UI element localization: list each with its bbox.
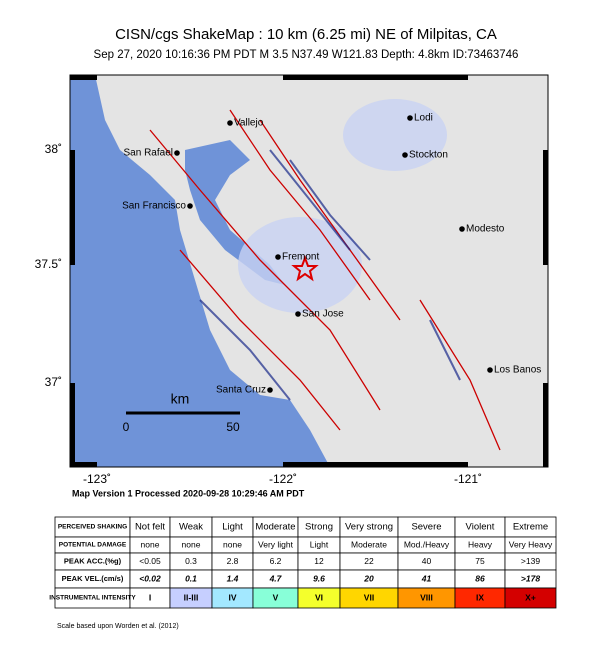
subtitle: Sep 27, 2020 10:16:36 PM PDT M 3.5 N37.4…	[94, 49, 519, 61]
table-value: Moderate	[351, 539, 387, 549]
table-value: Severe	[411, 522, 441, 533]
table-value: 75	[475, 556, 485, 566]
table-value: Very light	[258, 539, 294, 549]
table-value: 20	[363, 573, 374, 583]
shaking-area	[343, 99, 447, 171]
city-dot	[487, 367, 493, 373]
table-value: 9.6	[313, 573, 325, 583]
table-value: 86	[475, 573, 485, 583]
table-value: IV	[228, 592, 236, 602]
row-header: INSTRUMENTAL INTENSITY	[49, 595, 136, 602]
city-dot	[174, 150, 180, 156]
table-value: Weak	[179, 522, 203, 533]
city-label: San Francisco	[122, 201, 186, 212]
scale-unit: km	[171, 391, 190, 407]
lon-label: -121˚	[454, 472, 482, 486]
table-value: <0.02	[139, 573, 161, 583]
table-value: Strong	[305, 522, 333, 533]
table-value: 0.3	[185, 556, 197, 566]
lat-label: 37.5˚	[35, 257, 62, 271]
table-value: >139	[521, 556, 540, 566]
ocean	[70, 75, 330, 467]
table-value: 1.4	[227, 573, 239, 583]
city-dot	[407, 115, 413, 121]
table-value: Heavy	[468, 539, 493, 549]
city-label: Los Banos	[494, 365, 541, 376]
row-header: PEAK VEL.(cm/s)	[62, 574, 124, 583]
bay	[185, 140, 285, 285]
table-value: VI	[315, 592, 323, 602]
row-header: PEAK ACC.(%g)	[64, 556, 122, 565]
terrain	[199, 149, 461, 401]
city-label: San Jose	[302, 309, 344, 320]
lat-label: 38˚	[45, 142, 62, 156]
table-value: 40	[422, 556, 432, 566]
table-value: II-III	[184, 592, 199, 602]
processed-note: Map Version 1 Processed 2020-09-28 10:29…	[72, 488, 305, 498]
table-value: Light	[310, 539, 329, 549]
row-header: PERCEIVED SHAKING	[58, 524, 127, 531]
frame-bars	[70, 75, 548, 467]
city-dot	[295, 311, 301, 317]
table-value: <0.05	[139, 556, 161, 566]
table-value: >178	[521, 573, 540, 583]
city-label: Lodi	[414, 113, 433, 124]
table-value: 41	[421, 573, 432, 583]
table-value: Mod./Heavy	[404, 539, 450, 549]
city-dot	[275, 254, 281, 260]
footer: Scale based upon Worden et al. (2012)	[57, 623, 179, 630]
table-value: VIII	[420, 592, 433, 602]
table-value: Very strong	[345, 522, 393, 533]
table-value: VII	[364, 592, 374, 602]
city-label: Modesto	[466, 224, 505, 235]
city-label: Fremont	[282, 252, 319, 263]
table-value: none	[223, 539, 242, 549]
table-value: V	[273, 592, 279, 602]
table-value: Extreme	[513, 522, 548, 533]
table-value: Violent	[466, 522, 495, 533]
table-value: Not felt	[135, 522, 165, 533]
city-label: Santa Cruz	[216, 385, 266, 396]
scale-start: 0	[123, 420, 130, 434]
table-value: IX	[476, 592, 484, 602]
row-header: POTENTIAL DAMAGE	[59, 542, 127, 549]
lat-label: 37˚	[45, 375, 62, 389]
table-value: Very Heavy	[509, 539, 553, 549]
lon-label: -122˚	[269, 472, 297, 486]
epicenter	[291, 255, 319, 282]
table-value: none	[182, 539, 201, 549]
scale-end: 50	[226, 420, 240, 434]
city-label: Vallejo	[234, 118, 264, 129]
table-value: 0.1	[185, 573, 197, 583]
map: km 0 50	[69, 74, 549, 468]
table-value: X+	[525, 592, 536, 602]
table-value: 2.8	[227, 556, 239, 566]
table-value: Moderate	[255, 522, 295, 533]
city-label: Stockton	[409, 150, 448, 161]
city-dot	[227, 120, 233, 126]
city-dot	[267, 387, 273, 393]
table-value: 12	[314, 556, 324, 566]
table-value: 22	[364, 556, 374, 566]
table-value: I	[149, 592, 151, 602]
city-dot	[459, 226, 465, 232]
table-value: Light	[222, 522, 243, 533]
table-value: none	[141, 539, 160, 549]
lon-label: -123˚	[83, 472, 111, 486]
faults	[149, 109, 501, 451]
city-label: San Rafael	[124, 148, 173, 159]
table-cell	[504, 587, 557, 609]
title: CISN/cgs ShakeMap : 10 km (6.25 mi) NE o…	[115, 26, 497, 43]
city-dot	[187, 203, 193, 209]
city-dot	[402, 152, 408, 158]
table-value: 6.2	[270, 556, 282, 566]
table-value: 4.7	[269, 573, 283, 583]
